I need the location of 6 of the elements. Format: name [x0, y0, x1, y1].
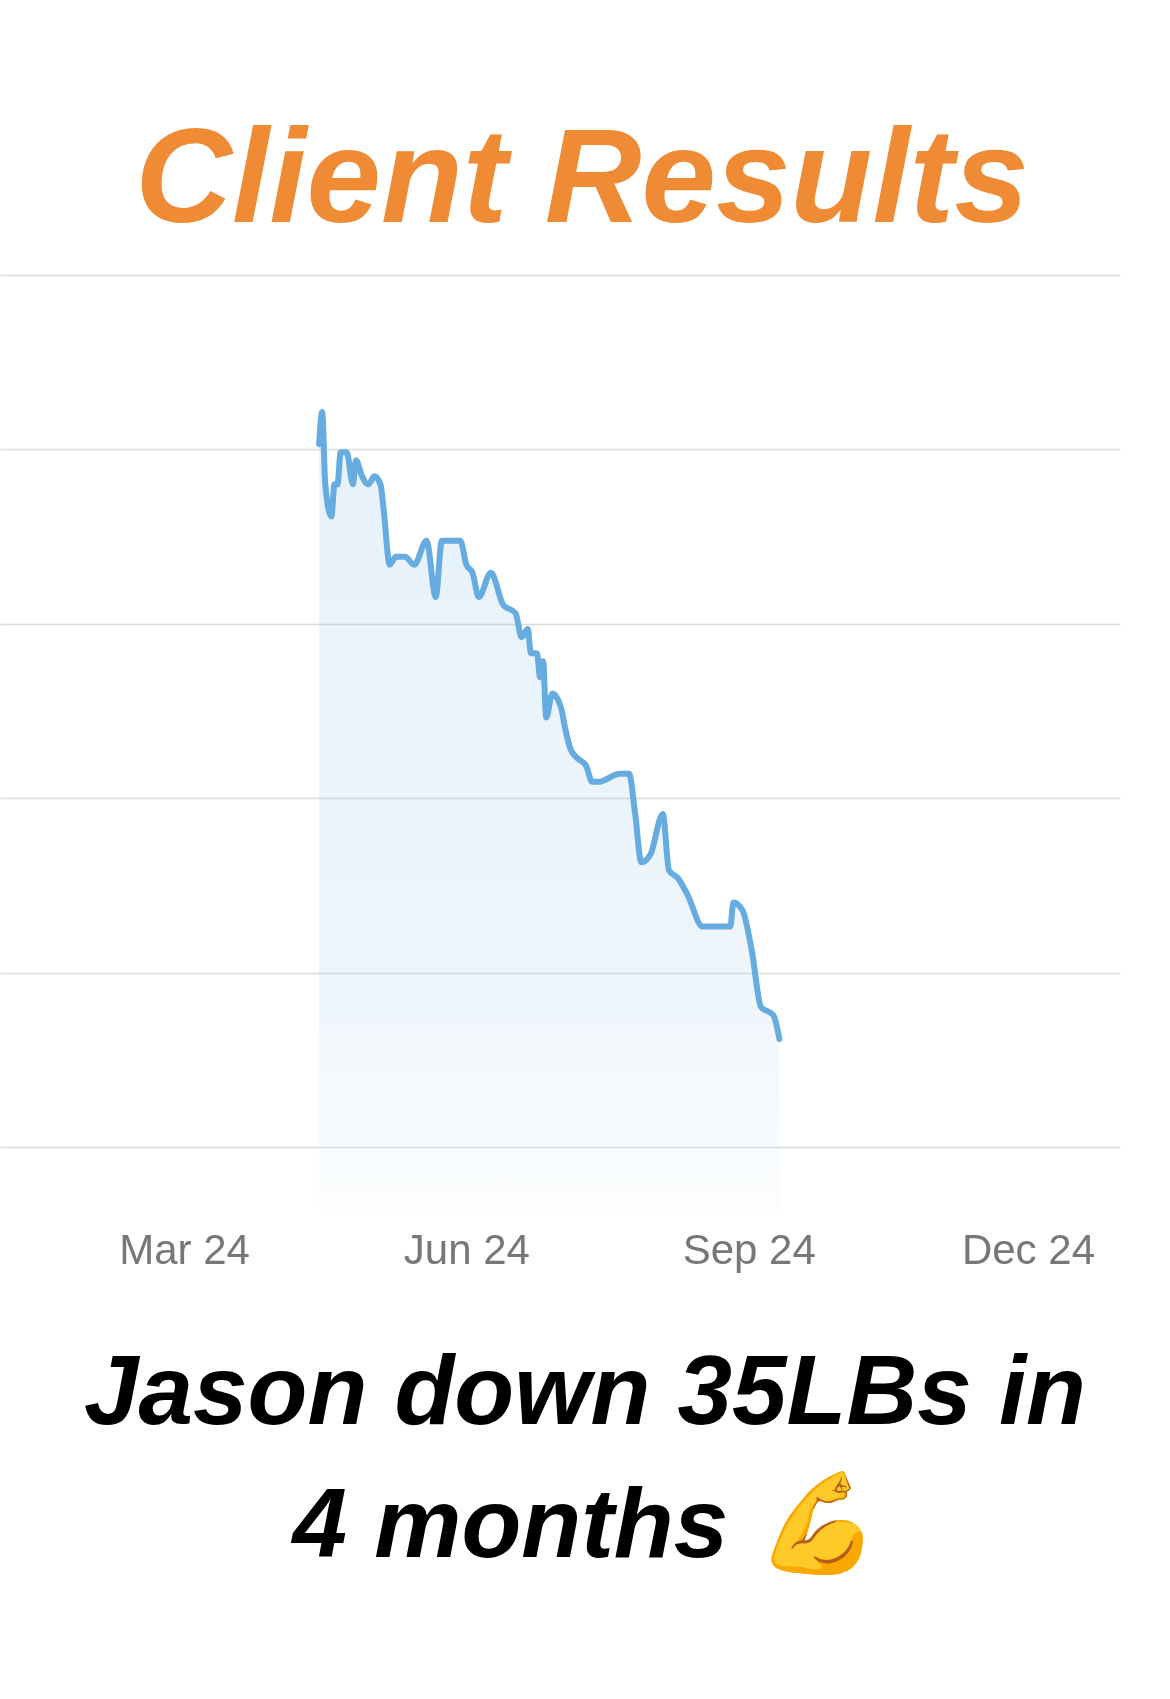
- x-tick-label: Dec 24: [961, 1225, 1095, 1273]
- text: Jason down 35LBs in 4 months 💪: [84, 1335, 1086, 1579]
- chart-title: Client Results: [135, 101, 1029, 250]
- x-tick-label: Jun 24: [403, 1225, 530, 1273]
- x-tick-label: Mar 24: [119, 1225, 250, 1273]
- x-tick-label: Sep 24: [682, 1225, 816, 1273]
